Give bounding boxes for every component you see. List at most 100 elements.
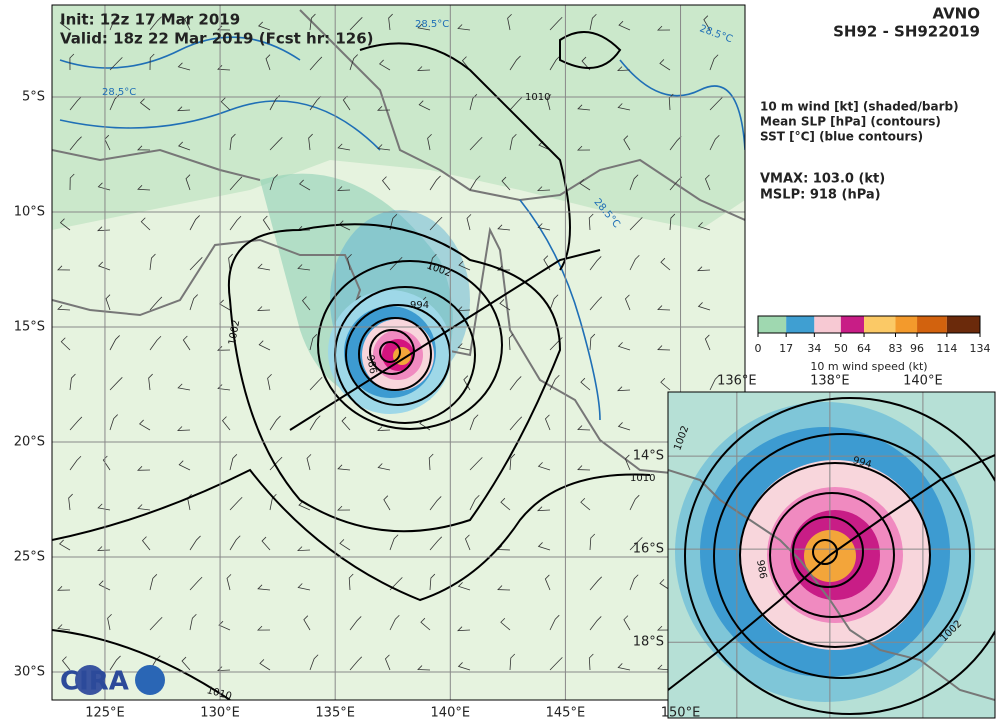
wind-barb (508, 333, 514, 351)
x-tick-label: 150°E (661, 706, 701, 721)
wind-barb (221, 416, 231, 431)
wind-barb (189, 613, 197, 631)
wind-barb (149, 53, 155, 71)
wind-barb (589, 256, 602, 271)
colorbar-tick-label: 50 (834, 342, 848, 355)
y-tick-label: 16°S (633, 542, 664, 557)
wind-barb (259, 659, 271, 671)
wind-barb (148, 373, 153, 391)
colorbar-frame (757, 315, 981, 334)
wind-barb (589, 333, 596, 351)
wind-barb (257, 584, 271, 591)
wind-barb (269, 456, 283, 471)
wind-barb (499, 299, 511, 311)
wind-barb (61, 656, 71, 671)
wind-barb (697, 302, 711, 311)
wind-barb (229, 535, 241, 551)
wind-barb (417, 665, 431, 671)
wind-barb (389, 214, 398, 231)
wind-barb (140, 217, 151, 231)
wind-barb (428, 453, 434, 471)
wind-barb (265, 54, 271, 71)
wind-barb (383, 495, 391, 511)
wind-barb (616, 386, 631, 392)
wind-barb (457, 343, 471, 351)
wind-barb (109, 57, 123, 71)
wind-barb (109, 335, 120, 351)
wind-barb (257, 625, 271, 631)
logo: CIRA (60, 667, 129, 697)
wind-barb (296, 546, 311, 552)
wind-barb (267, 373, 272, 391)
wind-barb (589, 576, 603, 591)
wind-barb (189, 257, 203, 271)
colorbar: 0 17 34 50 64 83 96 114 134 (755, 315, 991, 355)
wind-barb (217, 25, 231, 31)
contour-label: 1010 (630, 473, 655, 484)
wind-barb (660, 257, 671, 271)
wind-barb (696, 266, 711, 272)
wind-barb (257, 306, 271, 311)
colorbar-segment (814, 316, 841, 333)
vmax: VMAX: 103.0 (kt) (760, 172, 885, 187)
wind-barb (669, 213, 676, 231)
wind-barb (109, 377, 123, 391)
wind-barb (709, 97, 723, 111)
valid-time: Valid: 18z 22 Mar 2019 (Fcst hr: 126) (60, 30, 374, 48)
wind-barb (229, 496, 243, 511)
wind-barb (149, 616, 163, 631)
sst-label: 28.5°C (415, 19, 449, 30)
wind-barb (704, 334, 711, 351)
wind-barb (269, 137, 283, 151)
wind-barb (381, 176, 391, 191)
wind-barb (349, 656, 363, 671)
colorbar-segment (946, 316, 980, 333)
wind-barb (301, 296, 311, 311)
x-tick-label: 125°E (85, 706, 125, 721)
main-map: 1010 1002 994 986 1010 1010 1002 28.5°C … (52, 5, 745, 700)
wind-barb (617, 663, 631, 671)
x-tick-label: 138°E (810, 374, 850, 389)
wind-barb (109, 655, 121, 671)
wind-barb (659, 579, 671, 591)
wind-barb (429, 253, 437, 271)
wind-barb (617, 103, 631, 111)
wind-barb (189, 294, 198, 311)
wind-barb (269, 415, 281, 431)
wind-barb (97, 503, 111, 511)
wind-barb (429, 216, 443, 231)
wind-barb (389, 614, 400, 631)
grid (52, 5, 745, 700)
y-tick-label: 25°S (14, 549, 45, 564)
wind-barb (220, 97, 231, 111)
wind-barb (341, 416, 351, 431)
wind-barb (579, 179, 591, 191)
x-tick-label: 136°E (717, 374, 757, 389)
wind-barb (229, 454, 238, 471)
wind-barb (69, 173, 75, 191)
wind-barb (549, 16, 563, 31)
coastline (52, 148, 261, 181)
wind-barb (149, 574, 158, 591)
wind-barb (537, 542, 551, 551)
wind-barb (660, 377, 671, 391)
wind-barb (216, 666, 231, 672)
wind-barb (306, 454, 312, 471)
wind-barb (297, 583, 311, 591)
wind-barb (257, 21, 271, 31)
sst-contour (519, 199, 601, 421)
wind-barb (60, 337, 71, 351)
wind-barb (537, 462, 551, 471)
wind-barb (337, 505, 351, 511)
wind-barb (139, 98, 151, 111)
wind-barb (229, 215, 242, 231)
wind-barb (709, 134, 720, 151)
wind-barb (337, 186, 351, 191)
coastline (668, 469, 995, 701)
wind-barb (629, 254, 640, 271)
contour-label: 986 (364, 354, 378, 375)
wind-barb (388, 13, 393, 31)
wind-barb (226, 574, 232, 591)
y-tick-label: 30°S (14, 664, 45, 679)
wind-barb (469, 414, 479, 431)
